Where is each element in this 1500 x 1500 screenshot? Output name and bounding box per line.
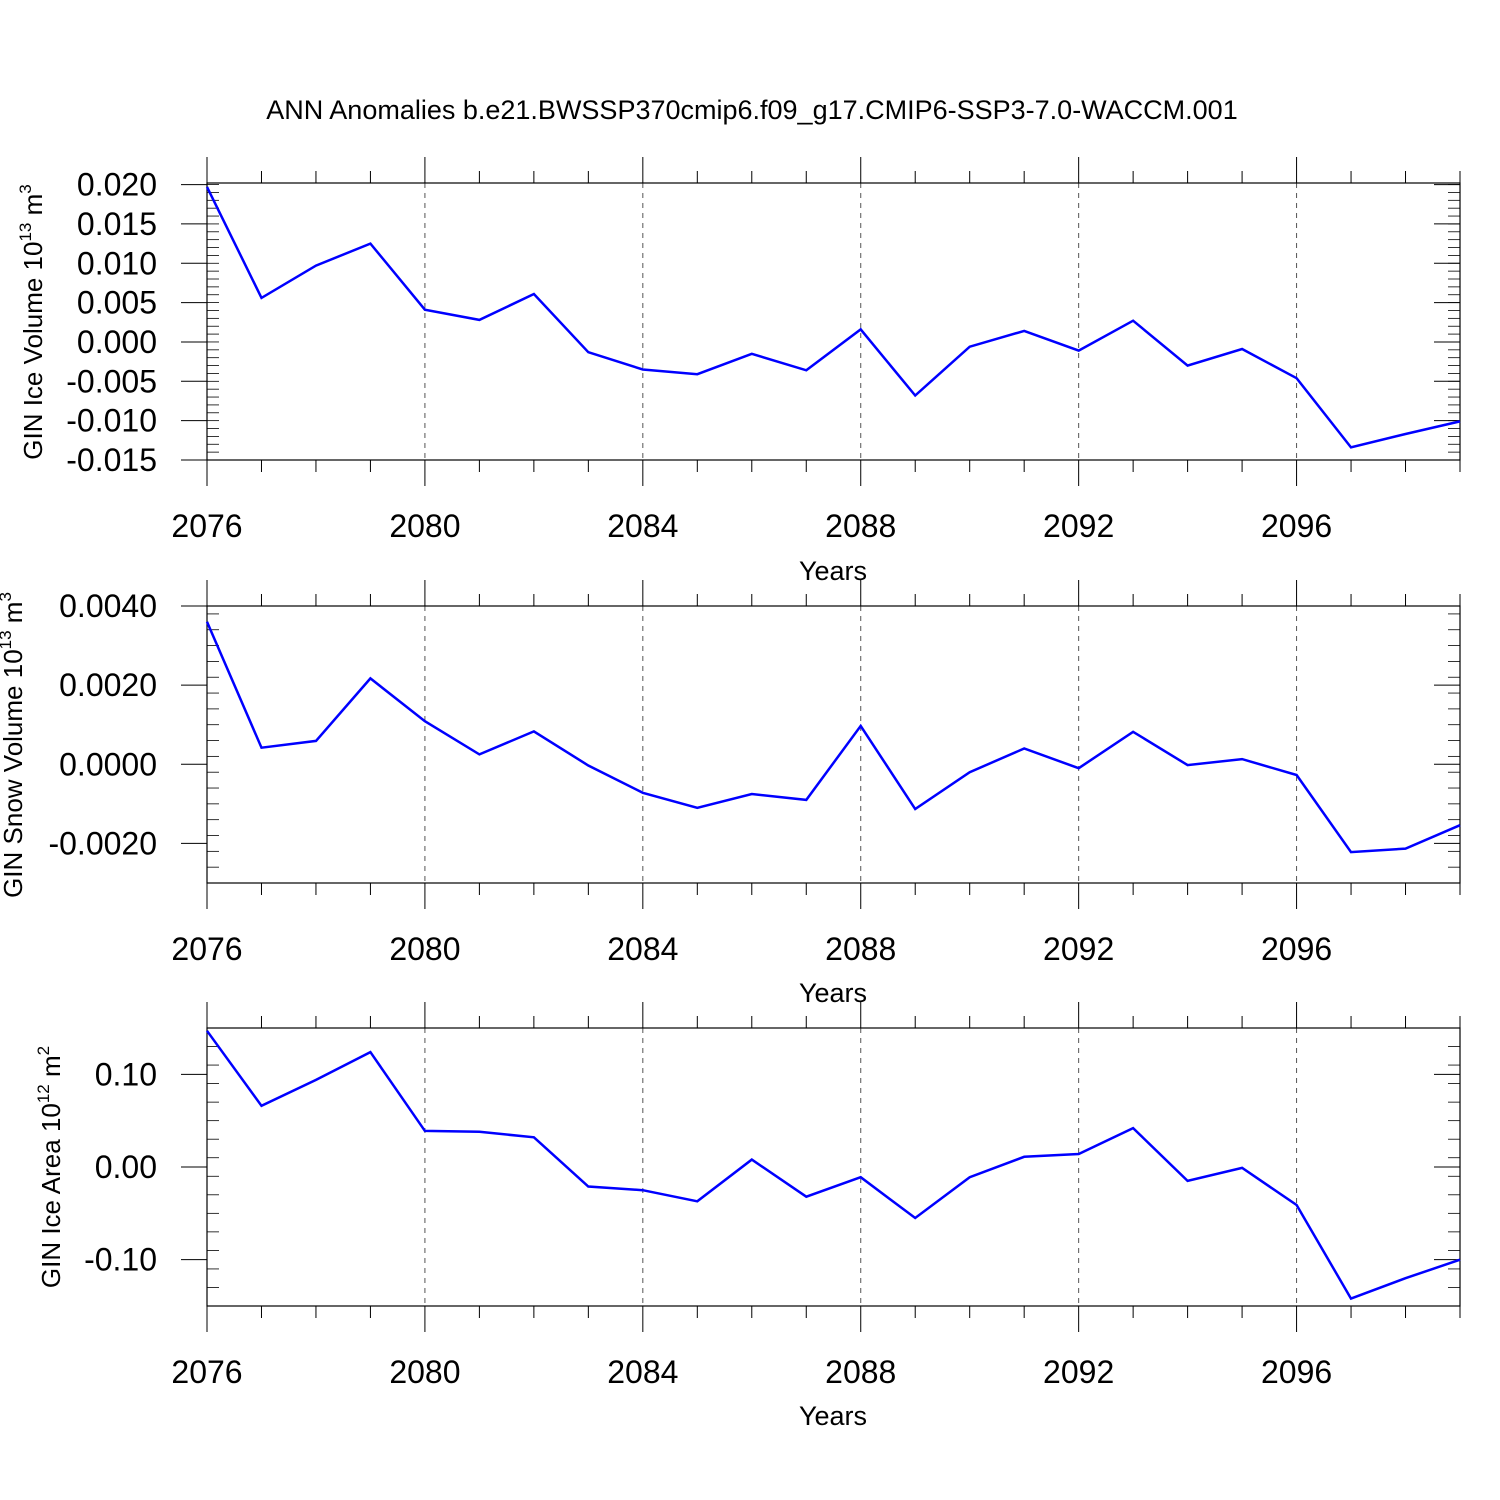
y-tick-label: 0.0000 xyxy=(59,746,157,782)
y-axis-label-part: m xyxy=(36,1055,66,1084)
x-tick-label: 2096 xyxy=(1261,1354,1332,1390)
y-tick-label: 0.000 xyxy=(77,324,157,360)
x-tick-label: 2084 xyxy=(607,508,678,544)
y-axis-label: GIN Snow Volume 1013 m3 xyxy=(0,592,28,898)
y-axis-label-part: m xyxy=(18,194,48,223)
y-axis-label-part: 13 xyxy=(16,223,35,242)
x-tick-label: 2088 xyxy=(825,508,896,544)
y-axis-label-part: GIN Ice Area 10 xyxy=(36,1103,66,1288)
y-axis-label-part: GIN Ice Volume 10 xyxy=(18,242,48,460)
y-tick-label: 0.015 xyxy=(77,206,157,242)
y-tick-label: 0.0020 xyxy=(59,667,157,703)
x-tick-label: 2096 xyxy=(1261,931,1332,967)
x-tick-label: 2088 xyxy=(825,931,896,967)
y-tick-label: 0.00 xyxy=(95,1149,157,1185)
x-tick-label: 2076 xyxy=(171,1354,242,1390)
panel-2: 2076 2080 2084 2088 2092 2096 Years 0.0040 0.002… xyxy=(0,580,1461,1008)
series-line xyxy=(205,186,1461,449)
y-axis-label-part: 3 xyxy=(16,184,35,193)
y-tick-label: -0.015 xyxy=(66,442,157,478)
y-axis-label-part: GIN Snow Volume 10 xyxy=(0,649,28,898)
x-axis-label: Years xyxy=(799,1401,867,1431)
series-line xyxy=(205,621,1461,854)
x-tick-label: 2092 xyxy=(1043,931,1114,967)
y-tick-label: -0.005 xyxy=(66,363,157,399)
y-tick-label: 0.005 xyxy=(77,285,157,321)
plot-frame xyxy=(206,1027,1461,1307)
y-axis-label-part: 2 xyxy=(34,1046,53,1055)
chart-title: ANN Anomalies b.e21.BWSSP370cmip6.f09_g1… xyxy=(266,95,1237,125)
x-tick-label: 2076 xyxy=(171,931,242,967)
x-tick-label: 2092 xyxy=(1043,508,1114,544)
plot-frame xyxy=(206,182,1461,461)
y-axis-label: GIN Ice Area 1012 m2 xyxy=(34,1046,66,1288)
plot-frame xyxy=(206,605,1461,884)
y-axis-label: GIN Ice Volume 1013 m3 xyxy=(16,184,48,460)
x-tick-label: 2076 xyxy=(171,508,242,544)
y-tick-label: 0.010 xyxy=(77,245,157,281)
y-tick-label: 0.0040 xyxy=(59,588,157,624)
y-tick-label: -0.0020 xyxy=(48,825,157,861)
x-tick-label: 2096 xyxy=(1261,508,1332,544)
series-line xyxy=(205,1030,1461,1301)
y-tick-label: 0.020 xyxy=(77,167,157,203)
x-tick-label: 2080 xyxy=(389,931,460,967)
y-tick-label: -0.10 xyxy=(84,1242,157,1278)
x-tick-label: 2080 xyxy=(389,1354,460,1390)
x-tick-label: 2084 xyxy=(607,931,678,967)
panel-3: 2076 2080 2084 2088 2092 2096 Years 0.10 0.00 -0.… xyxy=(34,1002,1461,1431)
y-axis-label-part: 12 xyxy=(34,1084,53,1103)
x-axis-label: Years xyxy=(799,556,867,586)
y-axis-label-part: m xyxy=(0,602,28,631)
y-tick-label: 0.10 xyxy=(95,1056,157,1092)
x-tick-label: 2084 xyxy=(607,1354,678,1390)
x-tick-label: 2088 xyxy=(825,1354,896,1390)
x-tick-label: 2092 xyxy=(1043,1354,1114,1390)
x-axis-label: Years xyxy=(799,978,867,1008)
y-axis-label-part: 3 xyxy=(0,592,15,601)
x-tick-label: 2080 xyxy=(389,508,460,544)
y-tick-label: -0.010 xyxy=(66,403,157,439)
panel-1: 2076 2080 2084 2088 2092 2096Years0.0200.0150… xyxy=(16,157,1461,586)
y-axis-label-part: 13 xyxy=(0,630,15,649)
